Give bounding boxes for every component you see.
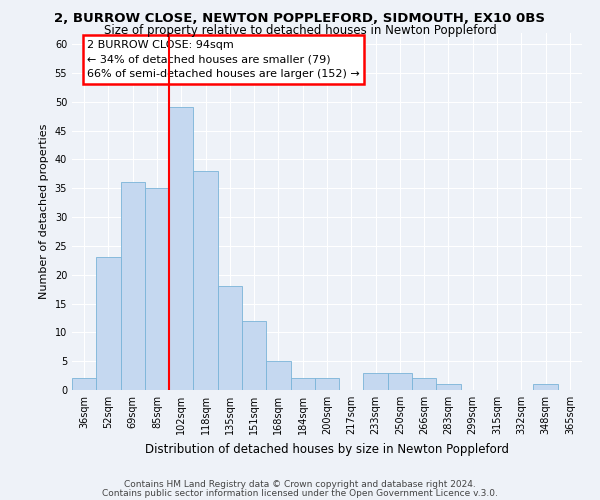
Bar: [388, 372, 412, 390]
Bar: [145, 188, 169, 390]
Bar: [96, 258, 121, 390]
Bar: [218, 286, 242, 390]
Bar: [533, 384, 558, 390]
Bar: [242, 321, 266, 390]
Bar: [266, 361, 290, 390]
Bar: [121, 182, 145, 390]
X-axis label: Distribution of detached houses by size in Newton Poppleford: Distribution of detached houses by size …: [145, 442, 509, 456]
Bar: [290, 378, 315, 390]
Text: 2 BURROW CLOSE: 94sqm
← 34% of detached houses are smaller (79)
66% of semi-deta: 2 BURROW CLOSE: 94sqm ← 34% of detached …: [88, 40, 360, 80]
Bar: [169, 108, 193, 390]
Bar: [412, 378, 436, 390]
Text: Contains HM Land Registry data © Crown copyright and database right 2024.: Contains HM Land Registry data © Crown c…: [124, 480, 476, 489]
Text: Size of property relative to detached houses in Newton Poppleford: Size of property relative to detached ho…: [104, 24, 496, 37]
Text: Contains public sector information licensed under the Open Government Licence v.: Contains public sector information licen…: [102, 488, 498, 498]
Y-axis label: Number of detached properties: Number of detached properties: [39, 124, 49, 299]
Bar: [193, 171, 218, 390]
Bar: [315, 378, 339, 390]
Bar: [72, 378, 96, 390]
Bar: [436, 384, 461, 390]
Bar: [364, 372, 388, 390]
Text: 2, BURROW CLOSE, NEWTON POPPLEFORD, SIDMOUTH, EX10 0BS: 2, BURROW CLOSE, NEWTON POPPLEFORD, SIDM…: [55, 12, 545, 26]
